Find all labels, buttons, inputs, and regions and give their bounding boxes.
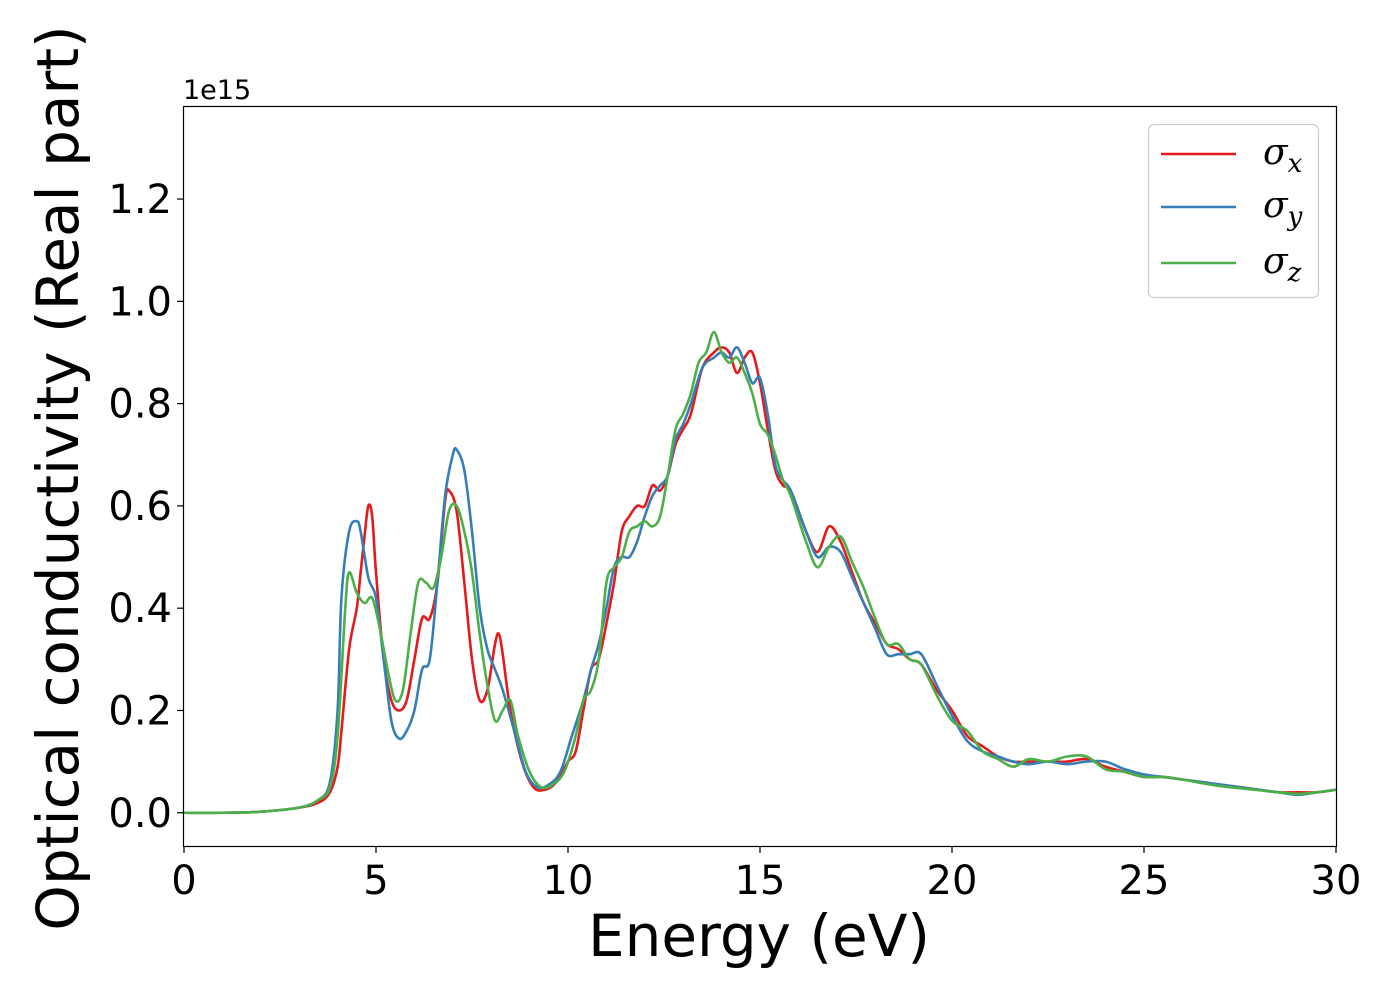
x-axis-title: Energy (eV)	[588, 902, 930, 970]
y-tick-label: 1.2	[108, 177, 172, 223]
x-tick-label: 5	[363, 858, 388, 904]
x-tick-label: 0	[171, 858, 196, 904]
legend-box	[1147, 123, 1320, 299]
x-tick-label: 30	[1311, 858, 1362, 904]
legend-label-y: σy	[1263, 185, 1303, 232]
y-tick-label: 1.0	[108, 279, 172, 325]
x-tick-label: 15	[735, 858, 786, 904]
y-tick-label: 0.8	[108, 382, 172, 428]
plot-lines	[184, 330, 1336, 815]
legend-label-x: σx	[1263, 132, 1303, 179]
y-axis-offset-label: 1e15	[183, 75, 251, 106]
legend: σx σy σz	[1147, 123, 1320, 299]
legend-label-z: σz	[1263, 241, 1302, 288]
y-tick-label: 0.0	[108, 791, 172, 837]
y-tick-label: 0.4	[108, 586, 172, 632]
y-axis-ticks: 0.0 0.2 0.4 0.6 0.8 1.0 1.2	[108, 177, 184, 837]
series-line-z	[184, 330, 1336, 815]
y-tick-label: 0.2	[108, 688, 172, 734]
x-tick-label: 20	[927, 858, 978, 904]
x-axis-ticks: 0 5 10 15 20 25 30	[171, 846, 1361, 904]
y-tick-label: 0.6	[108, 484, 172, 530]
y-axis-title: Optical conductivity (Real part)	[24, 25, 92, 930]
x-tick-label: 10	[543, 858, 594, 904]
x-tick-label: 25	[1119, 858, 1170, 904]
